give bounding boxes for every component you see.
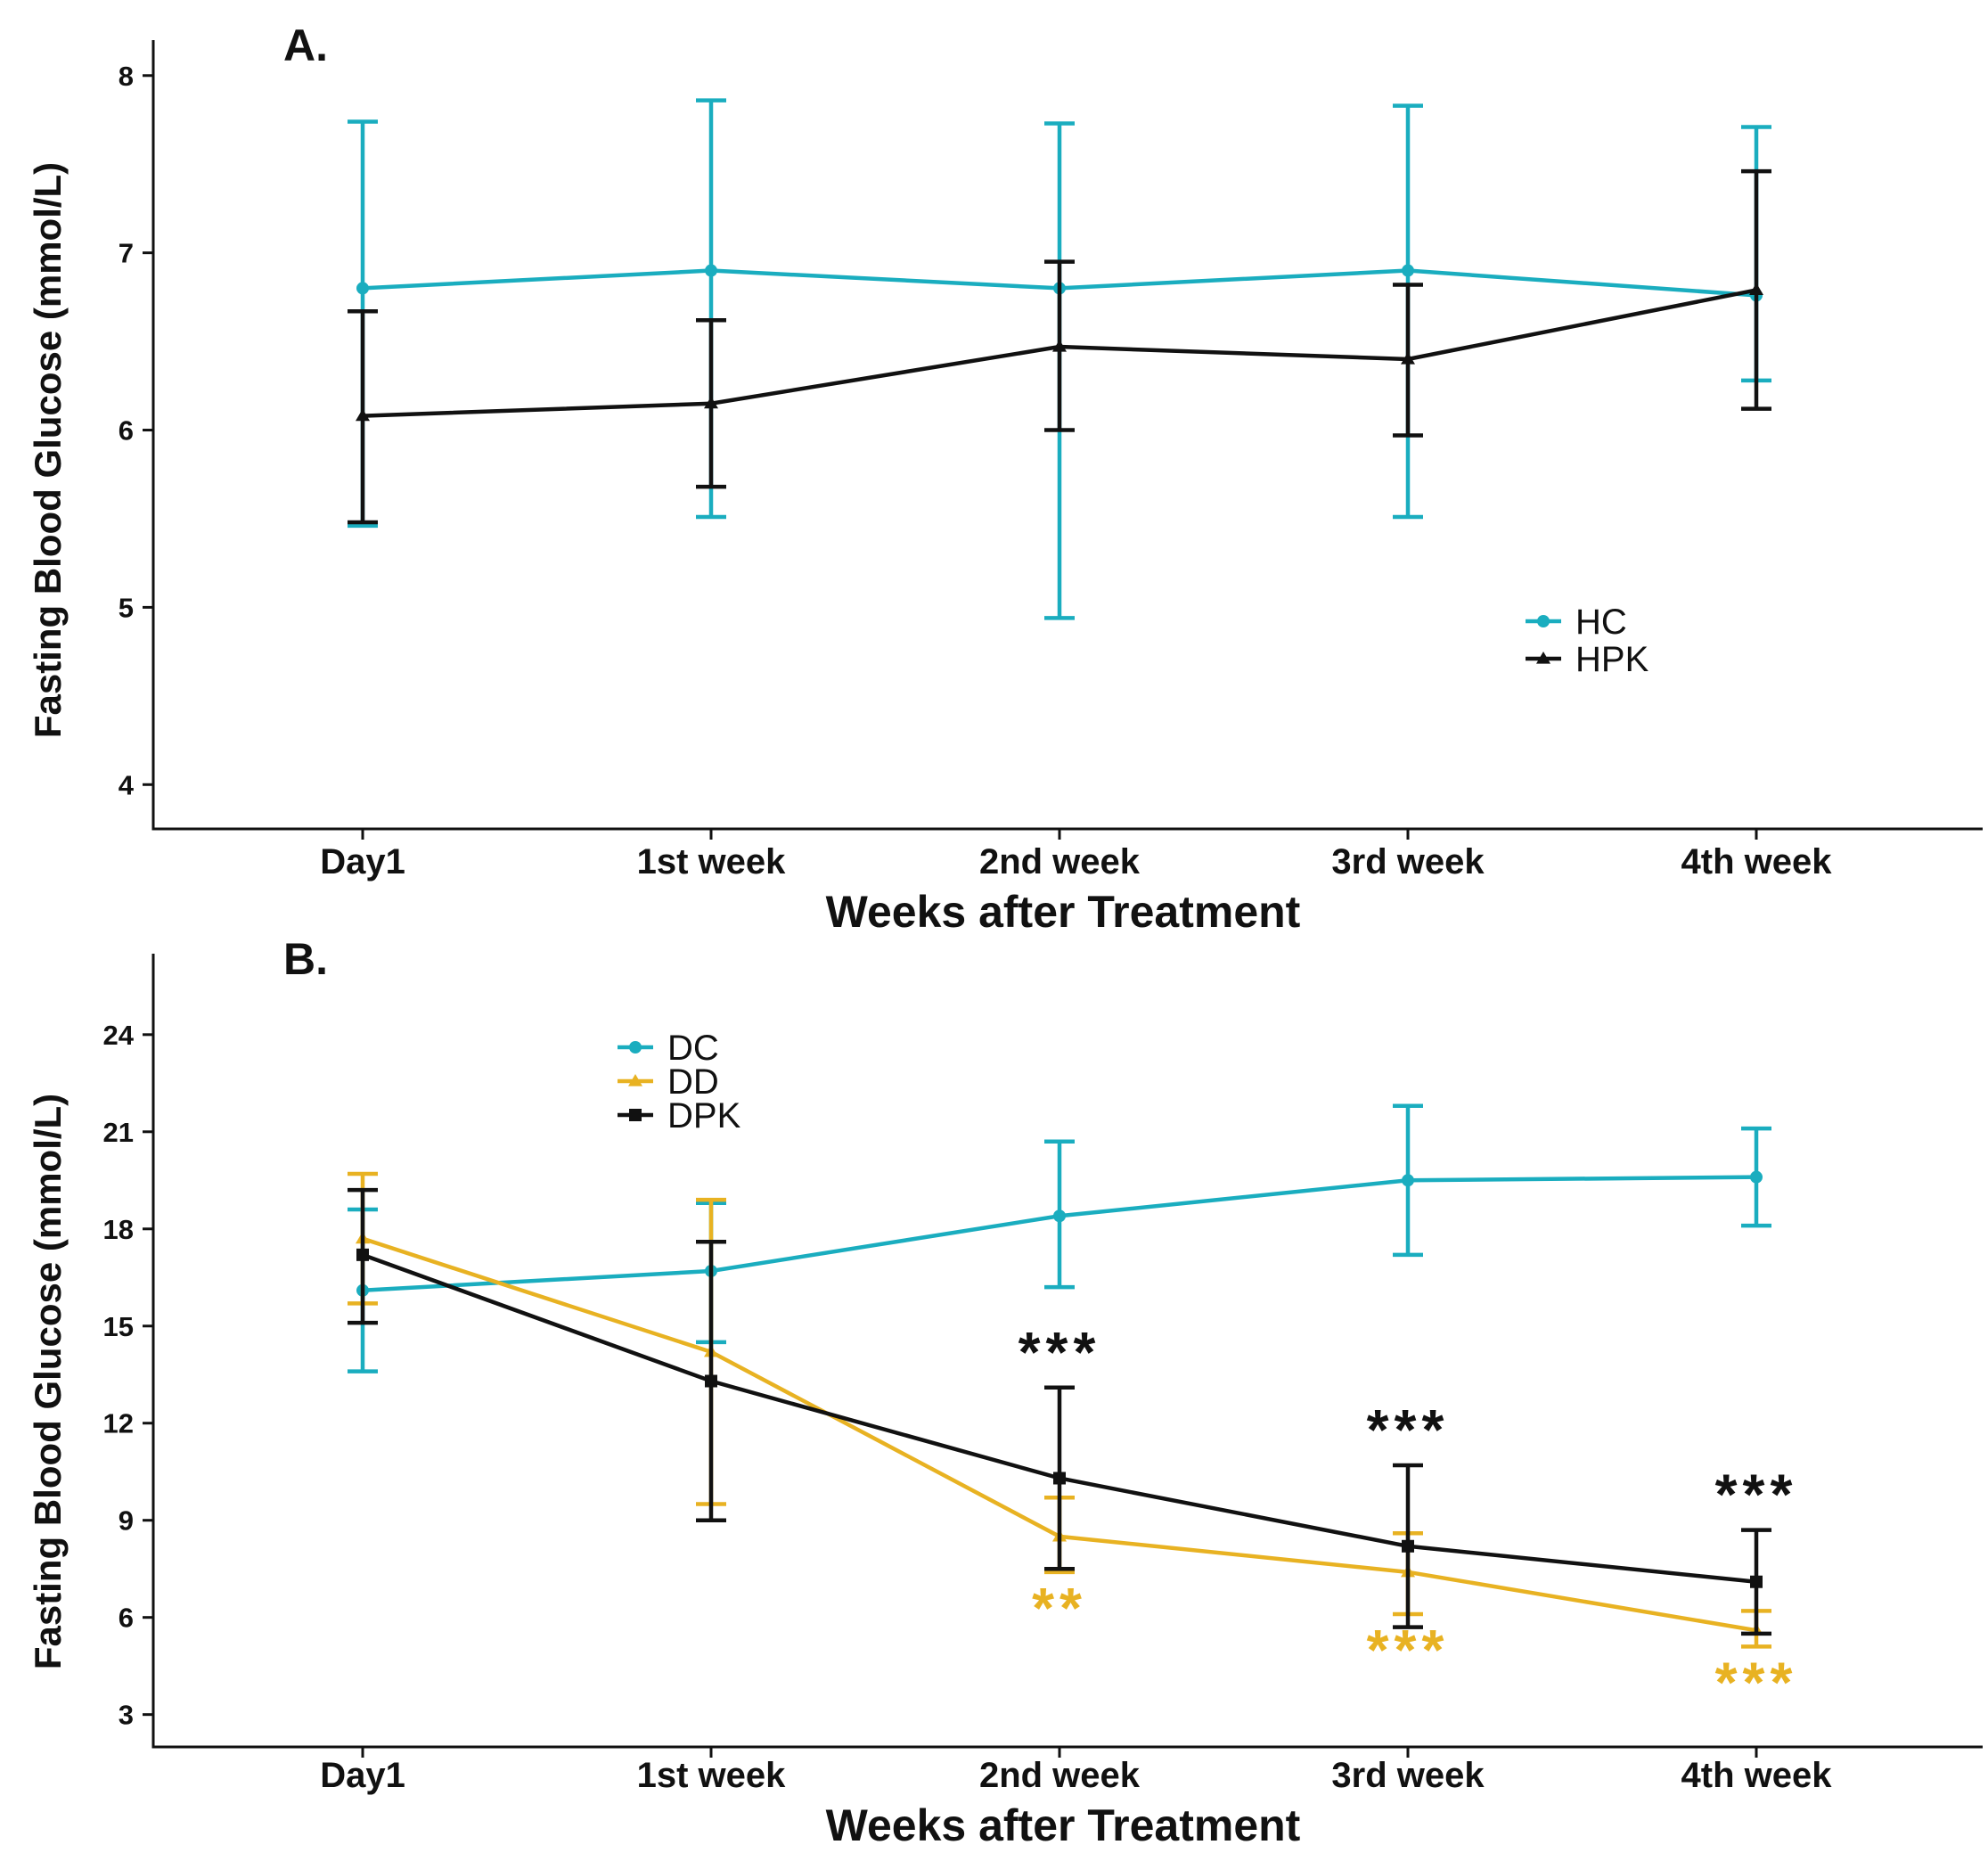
panel-a-y-tick-label: 5 [119, 592, 134, 623]
panel-b-chart: B. Fasting Blood Glucose (mmol/L) Weeks … [27, 934, 1983, 1850]
panel-a-y-tick-label: 6 [119, 415, 134, 447]
panel-a-legend-hc: HC [1526, 603, 1627, 642]
panel-b-y-tick-label: 18 [103, 1214, 134, 1245]
panel-a-x-tick-label: 4th week [1681, 842, 1833, 881]
panel-b-dc-point [1053, 1209, 1066, 1223]
panel-b-dc-point [1750, 1170, 1763, 1184]
panel-b-y-tick-label: 6 [119, 1603, 134, 1634]
panel-a-y-tick-label: 4 [119, 769, 135, 800]
panel-b-series-dc [348, 1103, 1771, 1373]
panel-b-significance-annotation: *** [1367, 1618, 1450, 1682]
panel-a-x-tick-label: 1st week [637, 842, 787, 881]
panel-b-significance-annotation: *** [1019, 1320, 1101, 1384]
panel-a-y-tick-label: 8 [119, 61, 134, 92]
panel-b-x-tick-label: 1st week [637, 1756, 787, 1795]
panel-b-legend-dpk: DPK [618, 1096, 741, 1136]
panel-b-legend-dc-label: DC [667, 1029, 719, 1068]
panel-a-legend-hpk: HPK [1526, 640, 1649, 679]
panel-a-hc-point [356, 282, 369, 295]
panel-a-chart: A. Fasting Blood Glucose (mmol/L) Weeks … [27, 20, 1983, 937]
panel-a-x-tick-label: 3rd week [1331, 842, 1485, 881]
panel-a-hpk-point [704, 396, 718, 409]
panel-b-legend-dpk-label: DPK [667, 1096, 741, 1136]
panel-a-x-tick-label: 2nd week [979, 842, 1141, 881]
panel-b-x-tick-label: 4th week [1681, 1756, 1833, 1795]
panel-a-legend-hc-label: HC [1575, 603, 1627, 642]
panel-b-legend-dc: DC [618, 1029, 719, 1068]
panel-a-series-hpk [348, 168, 1771, 525]
panel-b-significance-annotation: ** [1032, 1576, 1087, 1640]
panel-b-y-tick-label: 12 [103, 1408, 134, 1439]
panel-a-legend-hpk-marker [1536, 652, 1550, 664]
panel-a-x-tick-label: Day1 [320, 842, 405, 881]
panel-a-legend-hpk-label: HPK [1575, 640, 1649, 679]
panel-b-x-tick-label: 3rd week [1331, 1756, 1485, 1795]
panel-b-dpk-point [1402, 1539, 1414, 1553]
panel-a-y-tick-label: 7 [119, 238, 134, 269]
panel-b-dpk-point [1750, 1575, 1763, 1588]
panel-b-y-tick-label: 9 [119, 1505, 134, 1537]
panel-b-significance-annotation: *** [1715, 1650, 1798, 1714]
panel-b-y-tick-label: 21 [103, 1117, 134, 1148]
panel-a-y-axis-label: Fasting Blood Glucose (mmol/L) [27, 162, 69, 738]
panel-b-dc-point [1402, 1174, 1414, 1187]
panel-b-legend-dpk-marker [629, 1109, 642, 1121]
panel-b-y-tick-label: 15 [103, 1311, 134, 1342]
panel-b-y-tick-label: 3 [119, 1700, 134, 1731]
panel-a-hpk-point [1052, 340, 1067, 352]
panel-b-legend-dc-marker [629, 1041, 642, 1054]
panel-b-label: B. [283, 934, 328, 984]
panel-b-significance-annotation: *** [1715, 1463, 1798, 1527]
panel-a-legend-hc-marker [1537, 615, 1550, 627]
panel-a-axes [151, 40, 1983, 831]
panel-a-x-axis-label: Weeks after Treatment [826, 887, 1301, 937]
panel-a-hpk-point [356, 408, 370, 422]
panel-b-axes [151, 954, 1983, 1749]
panel-b-x-tick-label: 2nd week [979, 1756, 1141, 1795]
panel-b-x-axis-label: Weeks after Treatment [826, 1800, 1301, 1850]
panel-b-dpk-point [1053, 1472, 1066, 1485]
panel-b-legend-dd: DD [618, 1062, 719, 1102]
panel-a-hc-point [1402, 264, 1414, 277]
panel-a-hpk-point [1401, 351, 1415, 365]
panel-b-significance-annotation: *** [1367, 1398, 1450, 1462]
panel-b-legend-dd-label: DD [667, 1062, 719, 1102]
panel-b-y-axis-label: Fasting Blood Glucose (mmol/L) [27, 1094, 69, 1669]
panel-a-label: A. [283, 20, 328, 70]
panel-b-dpk-point [356, 1248, 369, 1261]
panel-b-dpk-point [705, 1374, 717, 1388]
panel-b-x-tick-label: Day1 [320, 1756, 405, 1795]
panel-a-hc-point [705, 264, 717, 277]
panel-b-legend-dd-marker [628, 1074, 642, 1086]
panel-b-y-tick-label: 24 [103, 1020, 135, 1051]
panel-b-series-dpk [348, 1187, 1771, 1636]
panel-a-hpk-point [1749, 283, 1763, 296]
